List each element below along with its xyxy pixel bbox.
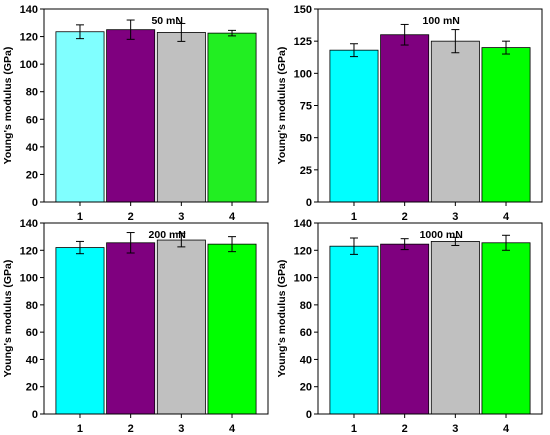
bar-1 [55, 247, 105, 415]
chart-title: 100 mN [423, 15, 460, 27]
y-tick-label-20: 20 [26, 169, 38, 181]
bar-3 [430, 241, 480, 415]
x-tick-label-1: 1 [77, 211, 83, 223]
bar-1 [55, 31, 105, 203]
y-tick-label-80: 80 [300, 300, 312, 312]
y-tick-label-100: 100 [20, 273, 38, 285]
x-tick-label-4: 4 [503, 423, 510, 435]
bar-3 [430, 40, 480, 203]
error-bar-1 [75, 240, 84, 255]
y-tick-label-25: 25 [300, 165, 312, 177]
error-bar-4 [502, 40, 511, 55]
chart-panel-2: 1 2 3 4 0 25 50 75 100 125 150 Young's modulus (GPa… [276, 4, 543, 223]
x-tick-label-3: 3 [178, 211, 184, 223]
y-tick-label-140: 140 [20, 4, 38, 16]
error-bar-4 [228, 29, 237, 37]
y-tick-label-40: 40 [26, 354, 38, 366]
error-bar-4 [228, 236, 237, 253]
plot-frame [317, 8, 543, 203]
x-tick-label-1: 1 [77, 423, 83, 435]
error-bar-4 [502, 234, 511, 251]
y-tick-label-0: 0 [32, 409, 38, 421]
x-tick-label-2: 2 [128, 423, 134, 435]
error-bar-2 [400, 238, 409, 251]
y-axis-label: Young's modulus (GPa) [276, 260, 288, 378]
bar-2 [380, 34, 430, 203]
x-tick-label-2: 2 [128, 211, 134, 223]
plot-frame [317, 222, 543, 415]
chart-title: 50 mN [151, 15, 183, 27]
error-bar-3 [451, 29, 460, 54]
y-tick-label-120: 120 [20, 245, 38, 257]
y-tick-label-20: 20 [26, 382, 38, 394]
x-tick-label-3: 3 [178, 423, 184, 435]
error-bar-2 [126, 19, 135, 40]
plot-frame [43, 222, 269, 415]
error-bar-3 [451, 236, 460, 247]
y-tick-label-40: 40 [26, 142, 38, 154]
y-tick-label-60: 60 [26, 327, 38, 339]
bar-3 [156, 239, 206, 415]
x-tick-label-1: 1 [351, 423, 357, 435]
y-tick-label-120: 120 [20, 32, 38, 44]
y-axis-label: Young's modulus (GPa) [2, 260, 14, 378]
y-tick-label-140: 140 [20, 218, 38, 230]
y-tick-label-80: 80 [26, 87, 38, 99]
x-tick-label-2: 2 [402, 423, 408, 435]
bar-2 [106, 29, 156, 203]
error-bar-1 [75, 24, 84, 40]
y-tick-label-150: 150 [294, 4, 312, 16]
bar-4 [481, 47, 531, 203]
y-tick-label-50: 50 [300, 133, 312, 145]
y-tick-label-80: 80 [26, 300, 38, 312]
y-tick-label-100: 100 [20, 59, 38, 71]
x-tick-label-4: 4 [229, 423, 236, 435]
chart-title: 1000 mN [420, 229, 463, 241]
x-tick-label-4: 4 [229, 211, 236, 223]
error-bar-1 [349, 43, 358, 58]
error-bar-3 [177, 22, 186, 42]
y-axis-label: Young's modulus (GPa) [276, 47, 288, 165]
x-tick-label-1: 1 [351, 211, 357, 223]
y-tick-label-75: 75 [300, 101, 312, 113]
x-tick-label-3: 3 [452, 211, 458, 223]
y-tick-label-20: 20 [300, 382, 312, 394]
bar-1 [329, 245, 379, 415]
y-tick-label-125: 125 [294, 36, 312, 48]
bar-4 [207, 243, 257, 415]
bar-4 [207, 32, 257, 203]
x-tick-label-2: 2 [402, 211, 408, 223]
y-tick-label-60: 60 [26, 114, 38, 126]
y-tick-label-60: 60 [300, 327, 312, 339]
x-tick-label-3: 3 [452, 423, 458, 435]
error-bar-3 [177, 232, 186, 248]
x-tick-label-4: 4 [503, 211, 510, 223]
y-tick-label-140: 140 [294, 218, 312, 230]
error-bar-2 [400, 23, 409, 46]
y-tick-label-0: 0 [306, 409, 312, 421]
plot-frame [43, 8, 269, 203]
y-axis-label: Young's modulus (GPa) [2, 47, 14, 165]
bar-4 [481, 242, 531, 415]
bar-2 [106, 242, 156, 415]
bar-3 [156, 32, 206, 203]
bar-2 [380, 243, 430, 415]
y-tick-label-100: 100 [294, 273, 312, 285]
chart-title: 200 mN [149, 229, 186, 241]
y-tick-label-100: 100 [294, 68, 312, 80]
error-bar-1 [349, 237, 358, 255]
y-tick-label-0: 0 [32, 197, 38, 209]
y-tick-label-0: 0 [306, 197, 312, 209]
bar-1 [329, 49, 379, 203]
y-tick-label-40: 40 [300, 354, 312, 366]
y-tick-label-120: 120 [294, 245, 312, 257]
error-bar-2 [126, 232, 135, 254]
